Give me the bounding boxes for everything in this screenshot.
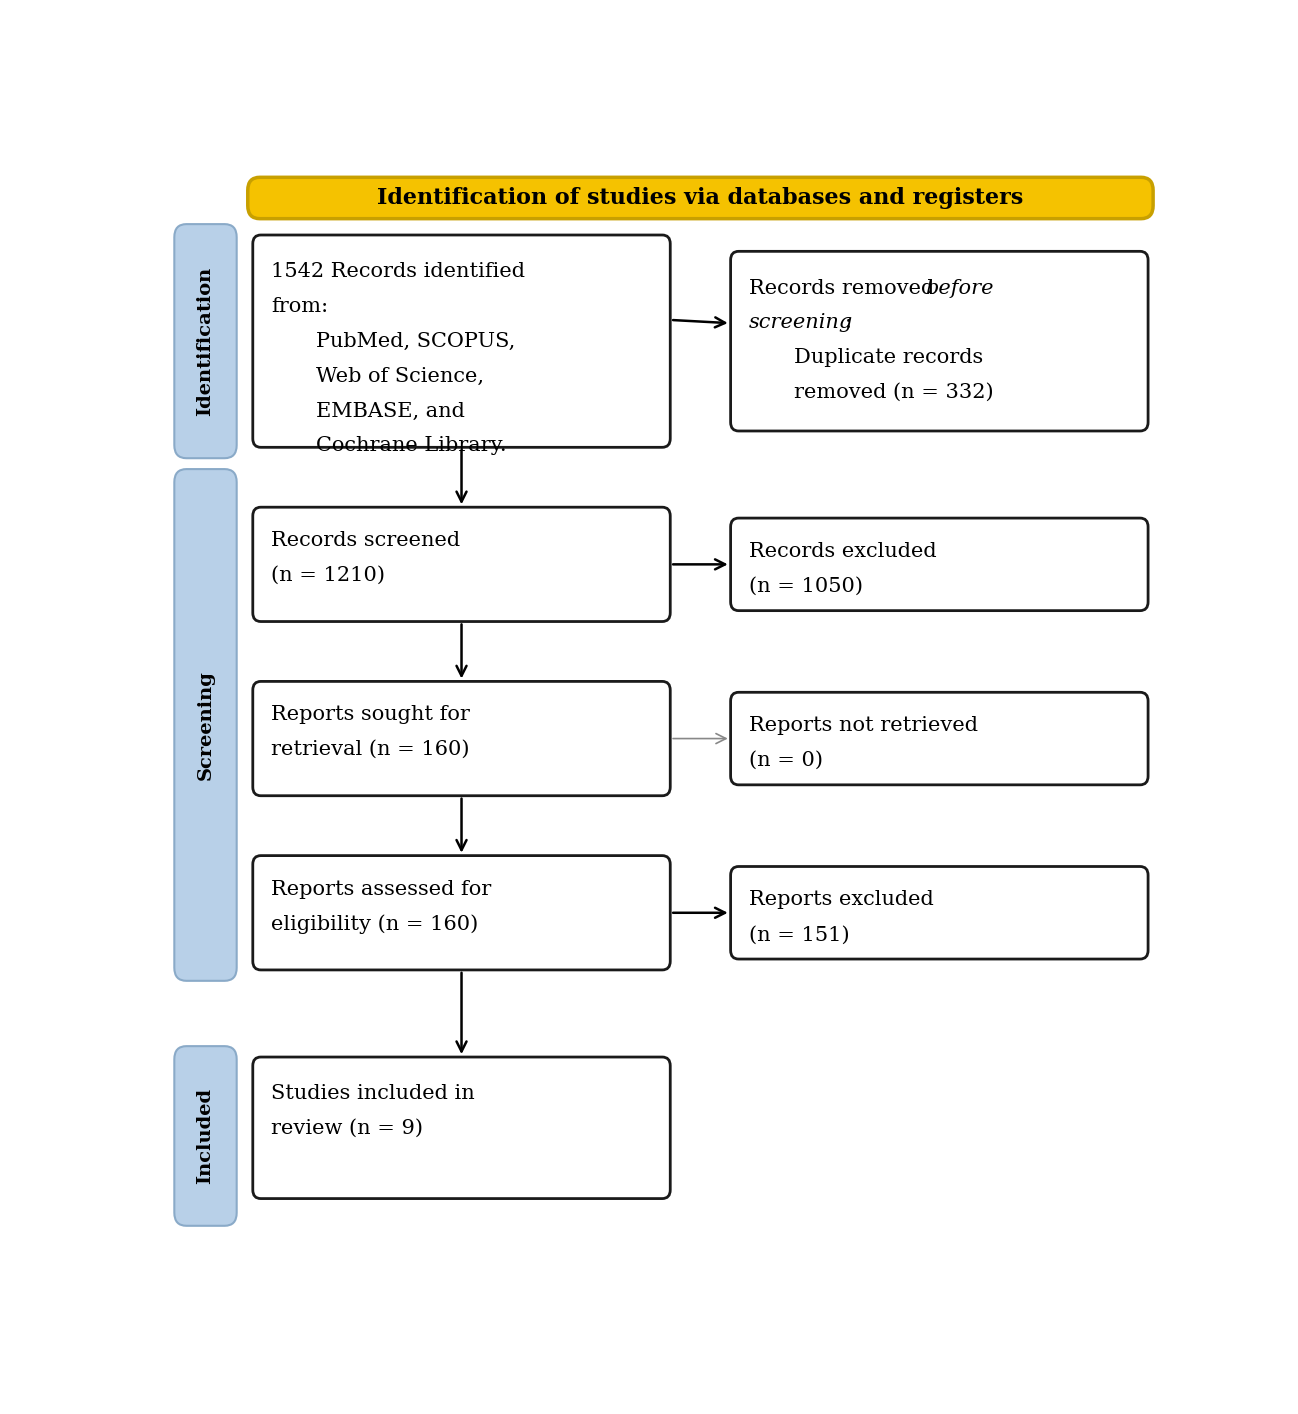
- FancyBboxPatch shape: [253, 682, 670, 796]
- Text: Web of Science,: Web of Science,: [317, 366, 484, 386]
- Text: Cochrane Library.: Cochrane Library.: [317, 437, 506, 455]
- Text: from:: from:: [271, 297, 328, 317]
- FancyBboxPatch shape: [253, 508, 670, 622]
- FancyBboxPatch shape: [731, 867, 1149, 959]
- Text: Reports not retrieved: Reports not retrieved: [749, 717, 977, 735]
- Text: Identification of studies via databases and registers: Identification of studies via databases …: [378, 187, 1024, 209]
- FancyBboxPatch shape: [731, 693, 1149, 785]
- Text: (n = 1210): (n = 1210): [271, 566, 386, 585]
- Text: Duplicate records: Duplicate records: [794, 348, 984, 368]
- Text: (n = 151): (n = 151): [749, 925, 849, 945]
- FancyBboxPatch shape: [731, 252, 1149, 431]
- Text: (n = 1050): (n = 1050): [749, 577, 863, 595]
- FancyBboxPatch shape: [253, 235, 670, 447]
- Text: Reports assessed for: Reports assessed for: [271, 880, 491, 898]
- Text: Screening: Screening: [196, 670, 214, 781]
- Text: Records excluded: Records excluded: [749, 542, 936, 561]
- Text: review (n = 9): review (n = 9): [271, 1118, 423, 1138]
- FancyBboxPatch shape: [253, 1058, 670, 1199]
- FancyBboxPatch shape: [731, 518, 1149, 611]
- Text: 1542 Records identified: 1542 Records identified: [271, 262, 524, 281]
- Text: before: before: [924, 279, 993, 297]
- Text: eligibility (n = 160): eligibility (n = 160): [271, 915, 478, 935]
- Text: Included: Included: [196, 1087, 214, 1184]
- Text: :: :: [845, 314, 853, 332]
- Text: removed (n = 332): removed (n = 332): [794, 383, 993, 402]
- Text: Records removed: Records removed: [749, 279, 941, 297]
- Text: Reports excluded: Reports excluded: [749, 891, 933, 909]
- Text: (n = 0): (n = 0): [749, 751, 823, 771]
- Text: retrieval (n = 160): retrieval (n = 160): [271, 740, 470, 759]
- FancyBboxPatch shape: [174, 225, 236, 458]
- Text: EMBASE, and: EMBASE, and: [317, 402, 465, 420]
- FancyBboxPatch shape: [174, 469, 236, 981]
- Text: Identification: Identification: [196, 266, 214, 416]
- Text: PubMed, SCOPUS,: PubMed, SCOPUS,: [317, 332, 515, 351]
- FancyBboxPatch shape: [248, 177, 1153, 219]
- Text: Records screened: Records screened: [271, 532, 459, 550]
- Text: Reports sought for: Reports sought for: [271, 706, 470, 724]
- FancyBboxPatch shape: [253, 855, 670, 970]
- FancyBboxPatch shape: [174, 1046, 236, 1226]
- Text: Studies included in: Studies included in: [271, 1085, 475, 1103]
- Text: screening: screening: [749, 314, 853, 332]
